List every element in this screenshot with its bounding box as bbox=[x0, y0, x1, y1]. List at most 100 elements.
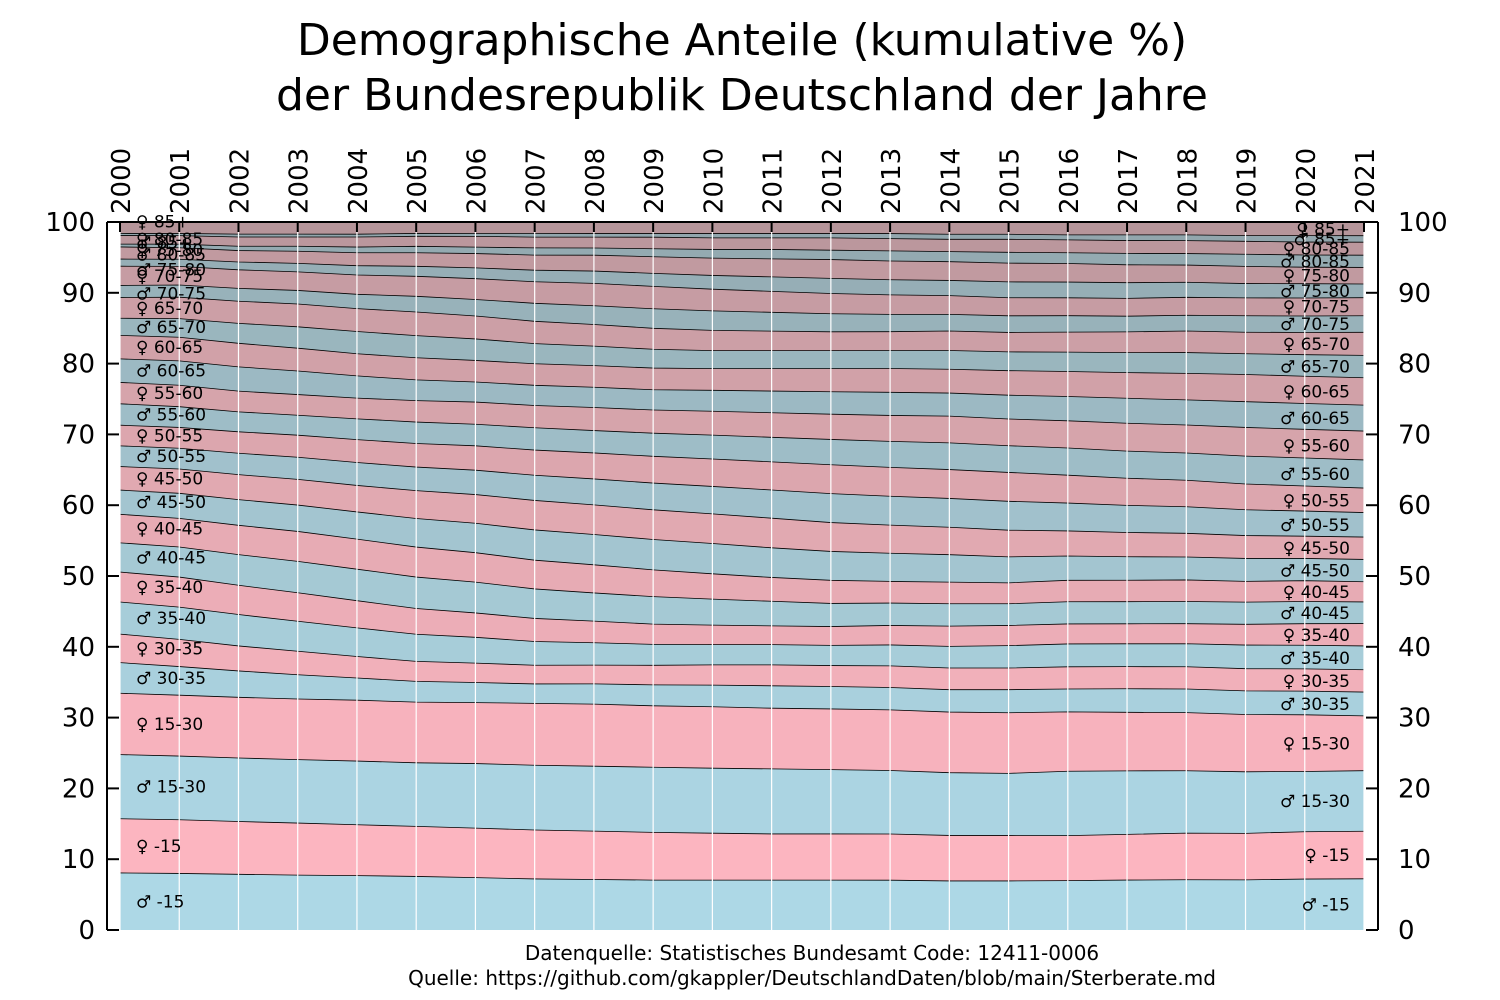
series-label-left: ♂ 85+ bbox=[136, 233, 193, 253]
band-boundary-line bbox=[119, 513, 1365, 584]
y-tick-label-left: 20 bbox=[62, 774, 95, 804]
series-label-left: ♂ 35-40 bbox=[136, 609, 206, 629]
series-label-left: ♂ 45-50 bbox=[136, 493, 206, 513]
year-label: 2002 bbox=[225, 148, 255, 214]
series-label-left: ♂ 60-65 bbox=[136, 362, 206, 382]
year-label: 2011 bbox=[759, 148, 789, 214]
area-band bbox=[120, 284, 1364, 333]
year-label: 2001 bbox=[166, 148, 196, 214]
area-band bbox=[120, 466, 1364, 560]
series-label-left: ♀ 60-65 bbox=[136, 338, 203, 358]
area-band bbox=[120, 872, 1364, 930]
y-tick-label-right: 90 bbox=[1398, 279, 1431, 309]
series-label-right: ♀ 70-75 bbox=[1283, 298, 1350, 318]
area-band bbox=[120, 335, 1364, 406]
y-tick-label-left: 80 bbox=[62, 350, 95, 380]
series-label-left: ♂ 40-45 bbox=[136, 548, 206, 568]
series-label-right: ♀ 15-30 bbox=[1283, 734, 1350, 754]
series-label-left: ♀ 30-35 bbox=[136, 639, 203, 659]
series-label-left: ♀ 65-70 bbox=[136, 299, 203, 319]
series-label-right: ♀ 50-55 bbox=[1283, 491, 1350, 511]
series-label-left: ♀ 50-55 bbox=[136, 427, 203, 447]
y-tick-label-right: 50 bbox=[1398, 562, 1431, 592]
band-boundary-line bbox=[119, 662, 1365, 693]
series-label-left: ♀ -15 bbox=[136, 837, 182, 857]
series-label-left: ♂ -15 bbox=[136, 892, 184, 912]
series-label-right: ♂ 15-30 bbox=[1280, 792, 1350, 812]
y-tick-label-left: 60 bbox=[62, 491, 95, 521]
series-label-left: ♀ 85+ bbox=[136, 213, 190, 233]
series-label-left: ♀ 35-40 bbox=[136, 578, 203, 598]
year-label: 2000 bbox=[107, 148, 137, 214]
band-boundary-line bbox=[119, 403, 1365, 461]
band-boundary-line bbox=[119, 258, 1365, 285]
y-tick-label-right: 60 bbox=[1398, 491, 1431, 521]
year-label: 2004 bbox=[344, 148, 374, 214]
band-boundary-line bbox=[119, 489, 1365, 560]
band-boundary-line bbox=[119, 235, 1365, 243]
band-boundary-line bbox=[119, 382, 1365, 432]
series-label-left: ♂ 50-55 bbox=[136, 447, 206, 467]
series-label-right: ♀ 80-85 bbox=[1283, 240, 1350, 260]
y-tick-label-left: 90 bbox=[62, 279, 95, 309]
y-tick-label-left: 50 bbox=[62, 562, 95, 592]
year-label: 2008 bbox=[581, 148, 611, 214]
area-band bbox=[120, 572, 1364, 647]
y-tick-label-right: 0 bbox=[1398, 916, 1415, 946]
band-boundary-line bbox=[119, 601, 1365, 647]
y-tick-label-right: 100 bbox=[1398, 208, 1448, 238]
series-label-right: ♂ 75-80 bbox=[1280, 282, 1350, 302]
series-label-right: ♀ 35-40 bbox=[1283, 626, 1350, 646]
area-band bbox=[120, 514, 1364, 604]
series-label-left: ♀ 80-85 bbox=[136, 230, 203, 250]
series-label-right: ♂ 40-45 bbox=[1280, 604, 1350, 624]
series-label-left: ♂ 65-70 bbox=[136, 318, 206, 338]
band-boundary-line bbox=[119, 246, 1365, 268]
year-label: 2021 bbox=[1351, 148, 1381, 214]
band-boundary-line bbox=[119, 284, 1365, 317]
year-label: 2013 bbox=[877, 148, 907, 214]
series-label-right: ♀ 45-50 bbox=[1283, 539, 1350, 559]
series-label-right: ♀ -15 bbox=[1304, 846, 1350, 866]
series-label-left: ♂ 15-30 bbox=[136, 778, 206, 798]
year-label: 2006 bbox=[462, 148, 492, 214]
y-tick-label-left: 100 bbox=[45, 208, 95, 238]
area-band bbox=[120, 425, 1364, 513]
area-band bbox=[120, 266, 1364, 317]
area-band bbox=[120, 259, 1364, 299]
band-boundary-line bbox=[119, 633, 1365, 671]
series-label-left: ♀ 55-60 bbox=[136, 384, 203, 404]
area-band bbox=[120, 222, 1364, 236]
band-boundary-line bbox=[119, 358, 1365, 406]
series-label-left: ♀ 75-80 bbox=[136, 241, 203, 261]
y-tick-label-left: 40 bbox=[62, 633, 95, 663]
year-label: 2014 bbox=[936, 148, 966, 214]
area-band bbox=[120, 445, 1364, 538]
series-label-left: ♂ 30-35 bbox=[136, 669, 206, 689]
y-tick-label-right: 10 bbox=[1398, 845, 1431, 875]
y-tick-label-right: 30 bbox=[1398, 704, 1431, 734]
series-label-right: ♀ 65-70 bbox=[1283, 335, 1350, 355]
series-label-right: ♀ 60-65 bbox=[1283, 382, 1350, 402]
series-label-right: ♂ 35-40 bbox=[1280, 649, 1350, 669]
area-band bbox=[120, 634, 1364, 693]
band-boundary-line bbox=[119, 466, 1365, 538]
band-boundary-line bbox=[119, 754, 1365, 774]
series-label-right: ♀ 30-35 bbox=[1283, 672, 1350, 692]
chart-title-line-2: der Bundesrepublik Deutschland der Jahre bbox=[276, 70, 1208, 121]
series-label-right: ♂ 60-65 bbox=[1280, 409, 1350, 429]
band-boundary-line bbox=[119, 818, 1365, 837]
band-boundary-line bbox=[119, 265, 1365, 299]
series-label-right: ♂ 80-85 bbox=[1280, 252, 1350, 272]
series-label-right: ♂ 45-50 bbox=[1280, 562, 1350, 582]
area-band bbox=[120, 244, 1364, 268]
series-label-left: ♂ 70-75 bbox=[136, 285, 206, 305]
y-tick-label-right: 20 bbox=[1398, 774, 1431, 804]
band-boundary-line bbox=[119, 233, 1365, 237]
y-tick-label-right: 80 bbox=[1398, 350, 1431, 380]
area-band bbox=[120, 318, 1364, 378]
band-boundary-line bbox=[119, 424, 1365, 489]
area-band bbox=[120, 542, 1364, 627]
area-band bbox=[120, 754, 1364, 836]
series-label-left: ♀ 40-45 bbox=[136, 520, 203, 540]
